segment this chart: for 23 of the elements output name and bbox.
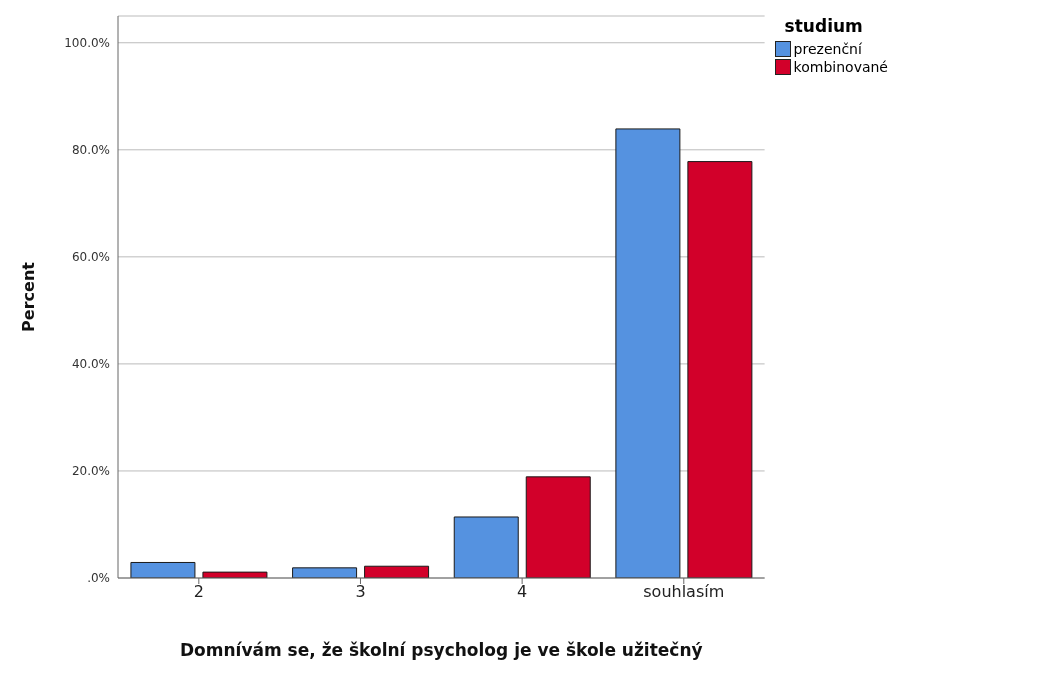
legend-label: prezenční — [793, 40, 862, 58]
bar — [364, 565, 430, 578]
bar — [687, 161, 753, 578]
bar — [615, 128, 681, 578]
bar — [453, 516, 519, 578]
x-tick-label: 2 — [193, 582, 204, 602]
x-axis-title: Domnívám se, že školní psycholog je ve škole užitečný — [180, 640, 703, 660]
y-tick-label: 80.0% — [71, 143, 110, 158]
legend-title: studium — [784, 16, 864, 36]
bar — [292, 567, 358, 578]
x-tick-label: 4 — [517, 582, 528, 602]
x-tick-label: souhlasím — [643, 582, 725, 602]
bar — [130, 561, 196, 578]
bar — [525, 476, 591, 578]
y-tick-label: .0% — [87, 571, 110, 586]
y-tick-label: 100.0% — [64, 36, 110, 51]
legend-label: kombinované — [793, 58, 888, 76]
y-axis-title: Percent — [18, 261, 38, 332]
y-tick-label: 60.0% — [71, 250, 110, 265]
bar — [202, 571, 268, 578]
y-tick-label: 20.0% — [71, 464, 110, 479]
x-tick-label: 3 — [355, 582, 366, 602]
y-tick-label: 40.0% — [71, 357, 110, 372]
